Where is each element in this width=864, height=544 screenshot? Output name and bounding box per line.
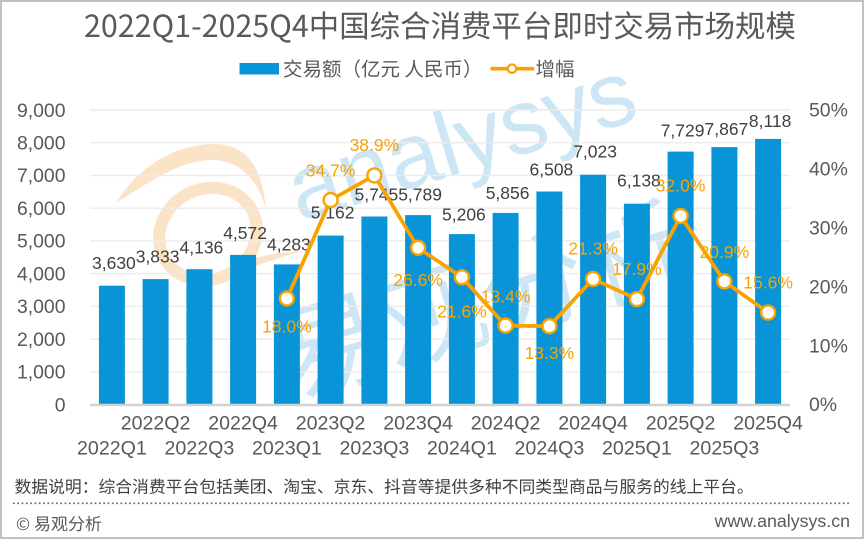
- svg-text:5,856: 5,856: [486, 183, 530, 203]
- svg-text:6,138: 6,138: [617, 171, 661, 191]
- svg-text:20%: 20%: [809, 276, 848, 298]
- svg-text:40%: 40%: [809, 159, 848, 181]
- svg-text:2023Q2: 2023Q2: [296, 412, 366, 434]
- svg-text:7,000: 7,000: [17, 165, 66, 187]
- svg-text:5,000: 5,000: [17, 231, 66, 253]
- svg-text:2022Q4: 2022Q4: [208, 412, 278, 434]
- svg-text:30%: 30%: [809, 218, 848, 240]
- svg-text:2022Q3: 2022Q3: [165, 438, 235, 460]
- svg-text:7,729: 7,729: [661, 121, 705, 141]
- svg-text:2025Q3: 2025Q3: [690, 438, 760, 460]
- svg-text:32.0%: 32.0%: [656, 176, 706, 196]
- svg-text:17.9%: 17.9%: [612, 259, 662, 279]
- svg-text:3,000: 3,000: [17, 296, 66, 318]
- svg-text:38.9%: 38.9%: [350, 135, 400, 155]
- svg-text:3,630: 3,630: [92, 253, 136, 273]
- svg-text:6,000: 6,000: [17, 198, 66, 220]
- svg-text:18.0%: 18.0%: [262, 316, 312, 336]
- svg-text:5,206: 5,206: [442, 204, 486, 224]
- svg-text:13.3%: 13.3%: [525, 343, 575, 363]
- svg-text:0: 0: [55, 394, 66, 416]
- svg-text:15.6%: 15.6%: [743, 272, 793, 292]
- svg-text:21.6%: 21.6%: [437, 302, 487, 322]
- svg-text:8,118: 8,118: [749, 111, 792, 131]
- svg-text:20.9%: 20.9%: [700, 242, 750, 262]
- svg-text:2024Q4: 2024Q4: [558, 412, 628, 434]
- svg-text:10%: 10%: [809, 335, 848, 357]
- svg-text:2023Q4: 2023Q4: [383, 412, 453, 434]
- svg-text:4,000: 4,000: [17, 263, 66, 285]
- svg-text:2025Q4: 2025Q4: [733, 412, 803, 434]
- svg-text:www.analysys.cn: www.analysys.cn: [714, 511, 850, 531]
- svg-text:9,000: 9,000: [17, 100, 66, 122]
- svg-text:50%: 50%: [809, 100, 848, 122]
- svg-text:2022Q1: 2022Q1: [77, 438, 147, 460]
- svg-text:13.4%: 13.4%: [481, 286, 531, 306]
- svg-text:3,833: 3,833: [136, 247, 180, 267]
- svg-text:2024Q3: 2024Q3: [515, 438, 585, 460]
- svg-text:5,789: 5,789: [398, 184, 442, 204]
- svg-text:2025Q2: 2025Q2: [646, 412, 716, 434]
- svg-text:1,000: 1,000: [17, 362, 66, 384]
- svg-text:8,000: 8,000: [17, 133, 66, 155]
- svg-text:4,572: 4,572: [223, 223, 267, 243]
- svg-text:2025Q1: 2025Q1: [602, 438, 672, 460]
- svg-text:34.7%: 34.7%: [306, 160, 356, 180]
- svg-text:21.3%: 21.3%: [568, 239, 618, 259]
- svg-text:2,000: 2,000: [17, 329, 66, 351]
- svg-text:2022Q2: 2022Q2: [121, 412, 191, 434]
- svg-text:4,283: 4,283: [267, 234, 311, 254]
- svg-text:6,508: 6,508: [530, 160, 574, 180]
- svg-text:4,136: 4,136: [180, 238, 224, 258]
- svg-text:2023Q3: 2023Q3: [340, 438, 410, 460]
- svg-text:0%: 0%: [809, 394, 837, 416]
- svg-text:2023Q1: 2023Q1: [252, 438, 322, 460]
- svg-text:2024Q1: 2024Q1: [427, 438, 497, 460]
- svg-text:26.6%: 26.6%: [393, 270, 443, 290]
- svg-text:2024Q2: 2024Q2: [471, 412, 541, 434]
- svg-text:7,867: 7,867: [705, 119, 749, 139]
- svg-text:7,023: 7,023: [573, 141, 617, 161]
